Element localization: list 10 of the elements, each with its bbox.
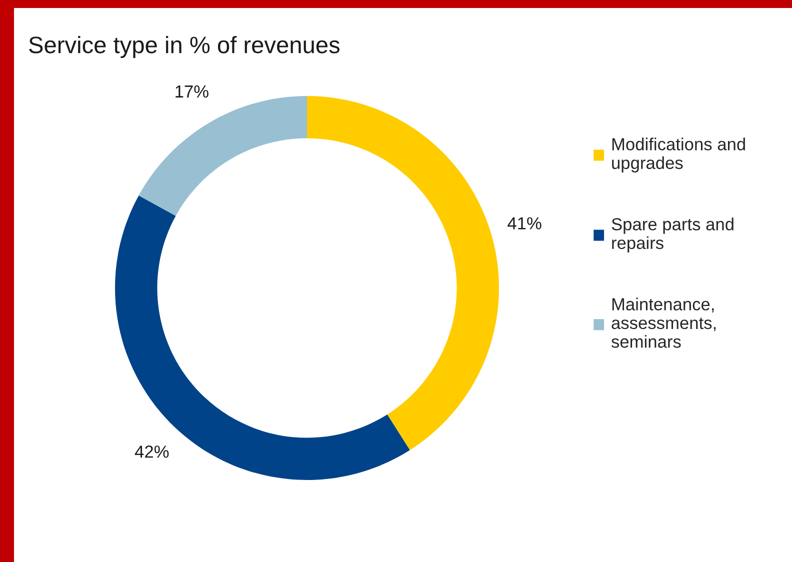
donut-slice <box>115 196 410 480</box>
data-label: 41% <box>508 217 542 230</box>
data-label: 42% <box>134 446 169 458</box>
legend-label: Modifications and upgrades <box>612 138 745 173</box>
donut-slice <box>307 96 499 450</box>
chart-title: Service type in % of revenues <box>29 36 340 58</box>
donut-slice <box>138 96 307 216</box>
legend-label: Spare parts and repairs <box>612 218 734 253</box>
data-label: 17% <box>176 85 208 98</box>
legend-label: Maintenance, assessments, seminars <box>611 298 716 348</box>
